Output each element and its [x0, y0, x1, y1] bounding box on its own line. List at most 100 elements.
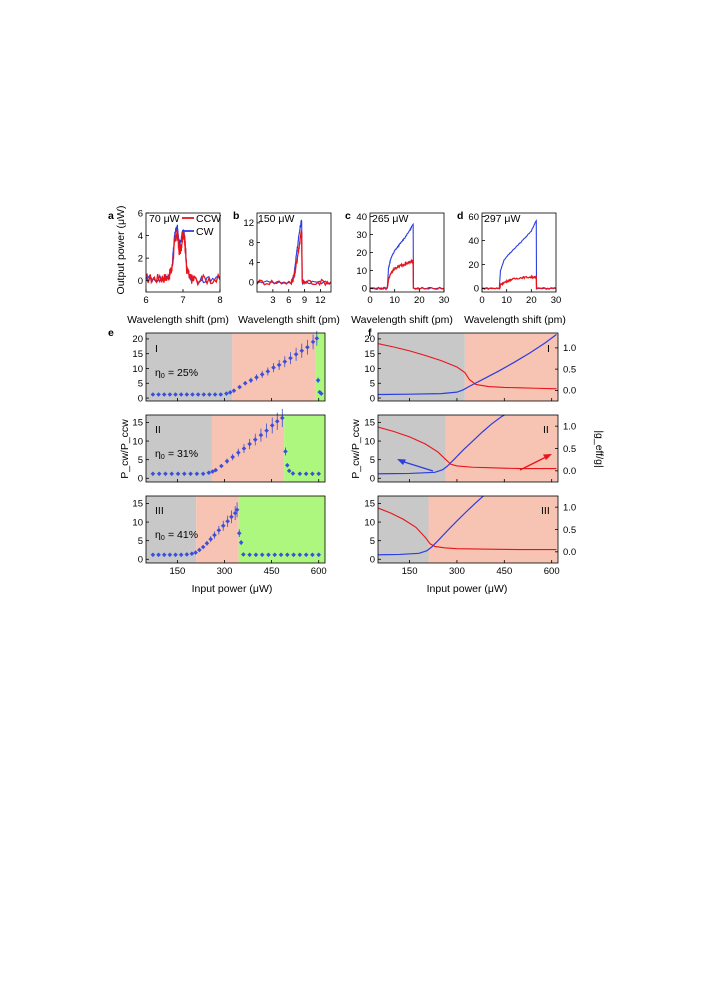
point-e-III-12	[208, 536, 213, 542]
xtick-label-a-2: 8	[217, 295, 222, 306]
ytick-label-e-I-3: 15	[132, 349, 143, 360]
row-label-e-III: III	[155, 505, 164, 517]
point-e-II-21	[269, 423, 275, 428]
region-e-II-0	[146, 415, 212, 482]
series-c-cw	[370, 222, 444, 290]
row-label-f-II: II	[543, 424, 549, 436]
point-e-I-33	[318, 391, 324, 396]
xtick-label-f-III-1: 300	[449, 566, 465, 577]
xtick-label-a-0: 6	[143, 295, 148, 306]
point-e-III-20	[236, 530, 242, 536]
ytick-label-c-0: 0	[362, 284, 367, 295]
point-e-III-18	[232, 510, 238, 516]
ytick-label-f2-I-0: 0.0	[563, 386, 576, 397]
point-e-I-0	[150, 392, 156, 397]
series-b-ccw	[257, 230, 331, 287]
point-e-II-28	[297, 471, 303, 477]
point-e-II-6	[188, 471, 193, 477]
region-f-III-0	[378, 496, 429, 563]
ytick-label-f-I-1: 5	[370, 379, 375, 390]
point-e-II-2	[163, 471, 168, 477]
region-e-III-0	[146, 496, 197, 563]
xlabel-b: Wavelength shift (pm)	[238, 314, 340, 326]
point-e-III-0	[150, 552, 156, 558]
point-e-III-7	[189, 551, 195, 556]
series-d-ccw	[482, 274, 556, 291]
point-e-I-27	[299, 348, 305, 354]
ytick-label-b-3: 12	[243, 218, 254, 229]
point-e-I-24	[282, 359, 288, 364]
point-e-III-2	[161, 552, 167, 558]
panel-letter-f: f	[368, 327, 372, 339]
xtick-label-d-2: 20	[526, 295, 537, 306]
ytick-label-f-III-2: 10	[364, 517, 375, 528]
ytick-label-e-III-3: 15	[132, 499, 143, 510]
xlabel-d: Wavelength shift (pm)	[464, 314, 566, 326]
ytick-label-f-III-3: 15	[364, 499, 375, 510]
xtick-label-d-3: 30	[551, 295, 562, 306]
point-e-III-28	[278, 552, 284, 558]
eta-symbol-I: η0	[155, 367, 165, 380]
legend-ccw-label: CCW	[196, 213, 221, 225]
row-label-e-II: II	[155, 424, 161, 436]
point-e-I-4	[173, 392, 178, 397]
ytick-label-c-1: 10	[356, 266, 367, 277]
eta-value-II: = 31%	[168, 448, 198, 460]
ytick-label-f-II-0: 0	[370, 474, 375, 485]
point-e-II-31	[316, 471, 322, 477]
point-e-I-10	[207, 392, 212, 397]
row-label-f-III: III	[541, 505, 550, 517]
axes-frame-e-III	[145, 495, 326, 564]
point-e-I-18	[248, 378, 254, 383]
ytick-label-f-III-1: 5	[370, 536, 375, 547]
ytick-label-f-I-4: 20	[364, 334, 375, 345]
point-e-III-5	[178, 552, 184, 558]
point-e-II-9	[206, 470, 212, 475]
point-e-I-29	[310, 339, 316, 345]
point-e-III-16	[225, 519, 230, 524]
point-e-III-33	[310, 552, 315, 558]
point-e-II-5	[182, 471, 187, 477]
arrow-red-head	[543, 454, 552, 460]
point-e-III-9	[197, 547, 202, 553]
ylabel-f-right: |g_eff/g|	[593, 430, 605, 467]
curve-layer	[146, 219, 557, 558]
row-label-e-I: I	[155, 343, 158, 355]
arrow-blue-head	[397, 459, 406, 465]
xtick-label-f-III-2: 450	[496, 566, 512, 577]
region-f-III-1	[428, 496, 558, 563]
xtick-label-c-3: 30	[439, 295, 450, 306]
point-e-II-20	[264, 428, 269, 433]
xtick-label-b-3: 12	[315, 295, 326, 306]
point-e-I-28	[305, 344, 310, 350]
point-e-III-22	[241, 552, 246, 557]
series-f-III-geff	[378, 507, 557, 551]
region-e-I-0	[146, 333, 233, 401]
point-e-II-7	[194, 471, 200, 477]
point-e-I-19	[254, 375, 259, 380]
point-e-I-17	[242, 380, 248, 386]
axes-frame-d	[481, 212, 557, 293]
point-e-III-10	[200, 544, 206, 550]
point-e-II-26	[286, 468, 292, 474]
xtick-label-b-2: 9	[302, 295, 307, 306]
legend-cw-label: CW	[196, 226, 214, 238]
ytick-label-e-III-0: 0	[138, 555, 143, 566]
point-e-I-13	[224, 391, 229, 396]
xtick-label-e-III-2: 450	[264, 566, 280, 577]
point-e-I-3	[167, 392, 173, 397]
power-annotation-d: 297 μW	[484, 213, 520, 225]
ytick-label-e-I-1: 5	[138, 379, 143, 390]
ylabel-f: P_cw/P_ccw	[350, 419, 362, 479]
point-e-II-22	[274, 419, 280, 424]
series-f-II-ratio	[378, 415, 506, 475]
ytick-label-e-I-4: 20	[132, 334, 143, 345]
point-e-III-25	[259, 552, 265, 558]
point-e-II-11	[213, 467, 219, 473]
point-e-II-29	[303, 471, 309, 477]
point-e-III-32	[303, 552, 309, 558]
series-f-II-geff	[378, 426, 557, 470]
panel-letter-d: d	[457, 210, 463, 222]
point-e-III-19	[234, 507, 240, 513]
